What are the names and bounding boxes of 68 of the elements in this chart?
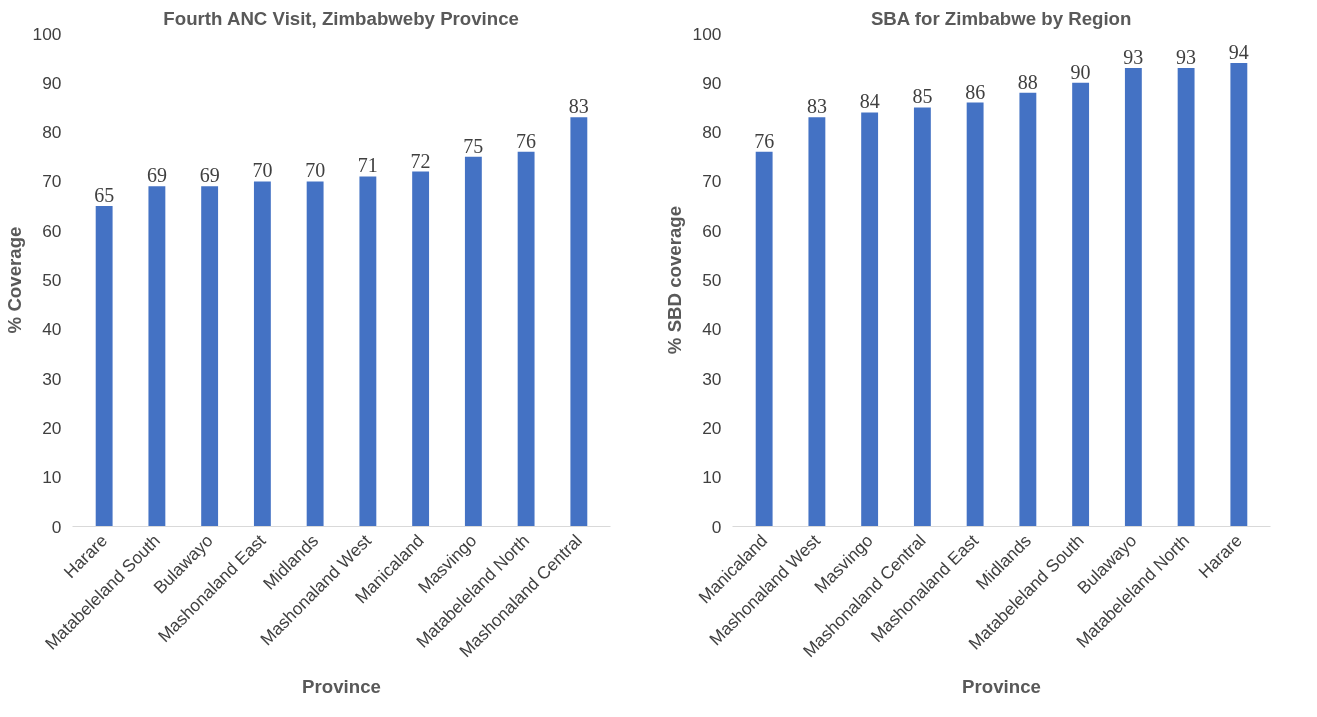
data-label: 71 [357,154,378,177]
bar [966,102,984,527]
y-tick-label: 80 [702,122,722,143]
y-tick-label: 10 [42,467,62,488]
y-tick-label: 80 [42,122,62,143]
data-label: 93 [1123,46,1144,69]
chart-title: Fourth ANC Visit, Zimbabweby Province [163,7,519,29]
bar [1019,92,1037,527]
y-tick-label: 30 [702,368,722,389]
y-tick-label: 70 [702,171,722,192]
data-label: 83 [568,95,589,118]
data-label: 86 [965,80,986,103]
data-label: 76 [516,129,537,152]
data-label: 93 [1176,46,1197,69]
y-tick-label: 50 [42,270,62,290]
data-label: 88 [1017,70,1038,93]
y-tick-label: 60 [702,220,722,241]
y-tick-label: 0 [711,516,722,537]
y-tick-label: 40 [42,319,62,340]
y-tick-label: 60 [42,220,62,241]
x-axis-title: Province [302,676,381,698]
y-tick-label: 20 [702,417,722,438]
data-label: 69 [199,164,220,187]
data-label: 72 [410,149,431,172]
data-label: 69 [146,164,167,187]
data-label: 65 [94,184,115,207]
data-label: 76 [754,129,775,152]
data-label: 75 [463,134,484,157]
y-tick-label: 90 [42,72,62,93]
y-tick-label: 90 [702,72,722,93]
y-tick-label: 0 [51,516,62,537]
bar [306,181,324,527]
y-tick-label: 30 [42,368,62,389]
bar [1072,82,1090,527]
bar [1230,63,1248,527]
y-tick-label: 100 [692,23,722,44]
y-tick-label: 10 [702,467,722,488]
bar [253,181,271,527]
y-axis-title: % Coverage [3,226,25,334]
y-axis-title: % SBD coverage [663,205,685,355]
y-tick-label: 40 [702,319,722,340]
data-label: 90 [1070,60,1091,83]
bar [359,176,377,527]
bar [517,151,535,527]
data-label: 94 [1228,41,1249,64]
bar [201,186,219,527]
data-label: 70 [252,159,273,182]
bar [755,151,773,527]
bar [1124,68,1142,527]
y-tick-label: 100 [32,23,62,44]
data-label: 70 [305,159,326,182]
bar [913,107,931,527]
y-tick-label: 70 [42,171,62,192]
data-label: 83 [806,95,827,118]
bar [1177,68,1195,527]
chart-title: SBA for Zimbabwe by Region [870,7,1132,29]
data-label: 85 [912,85,933,108]
y-tick-label: 20 [42,417,62,438]
y-tick-label: 50 [702,270,722,290]
bar [148,186,166,527]
bar [808,117,826,527]
bar [570,117,588,527]
x-axis-title: Province [962,676,1041,698]
bar [861,112,879,527]
bar [95,206,113,527]
bar [464,156,482,527]
data-label: 84 [859,90,880,113]
bar [412,171,430,527]
